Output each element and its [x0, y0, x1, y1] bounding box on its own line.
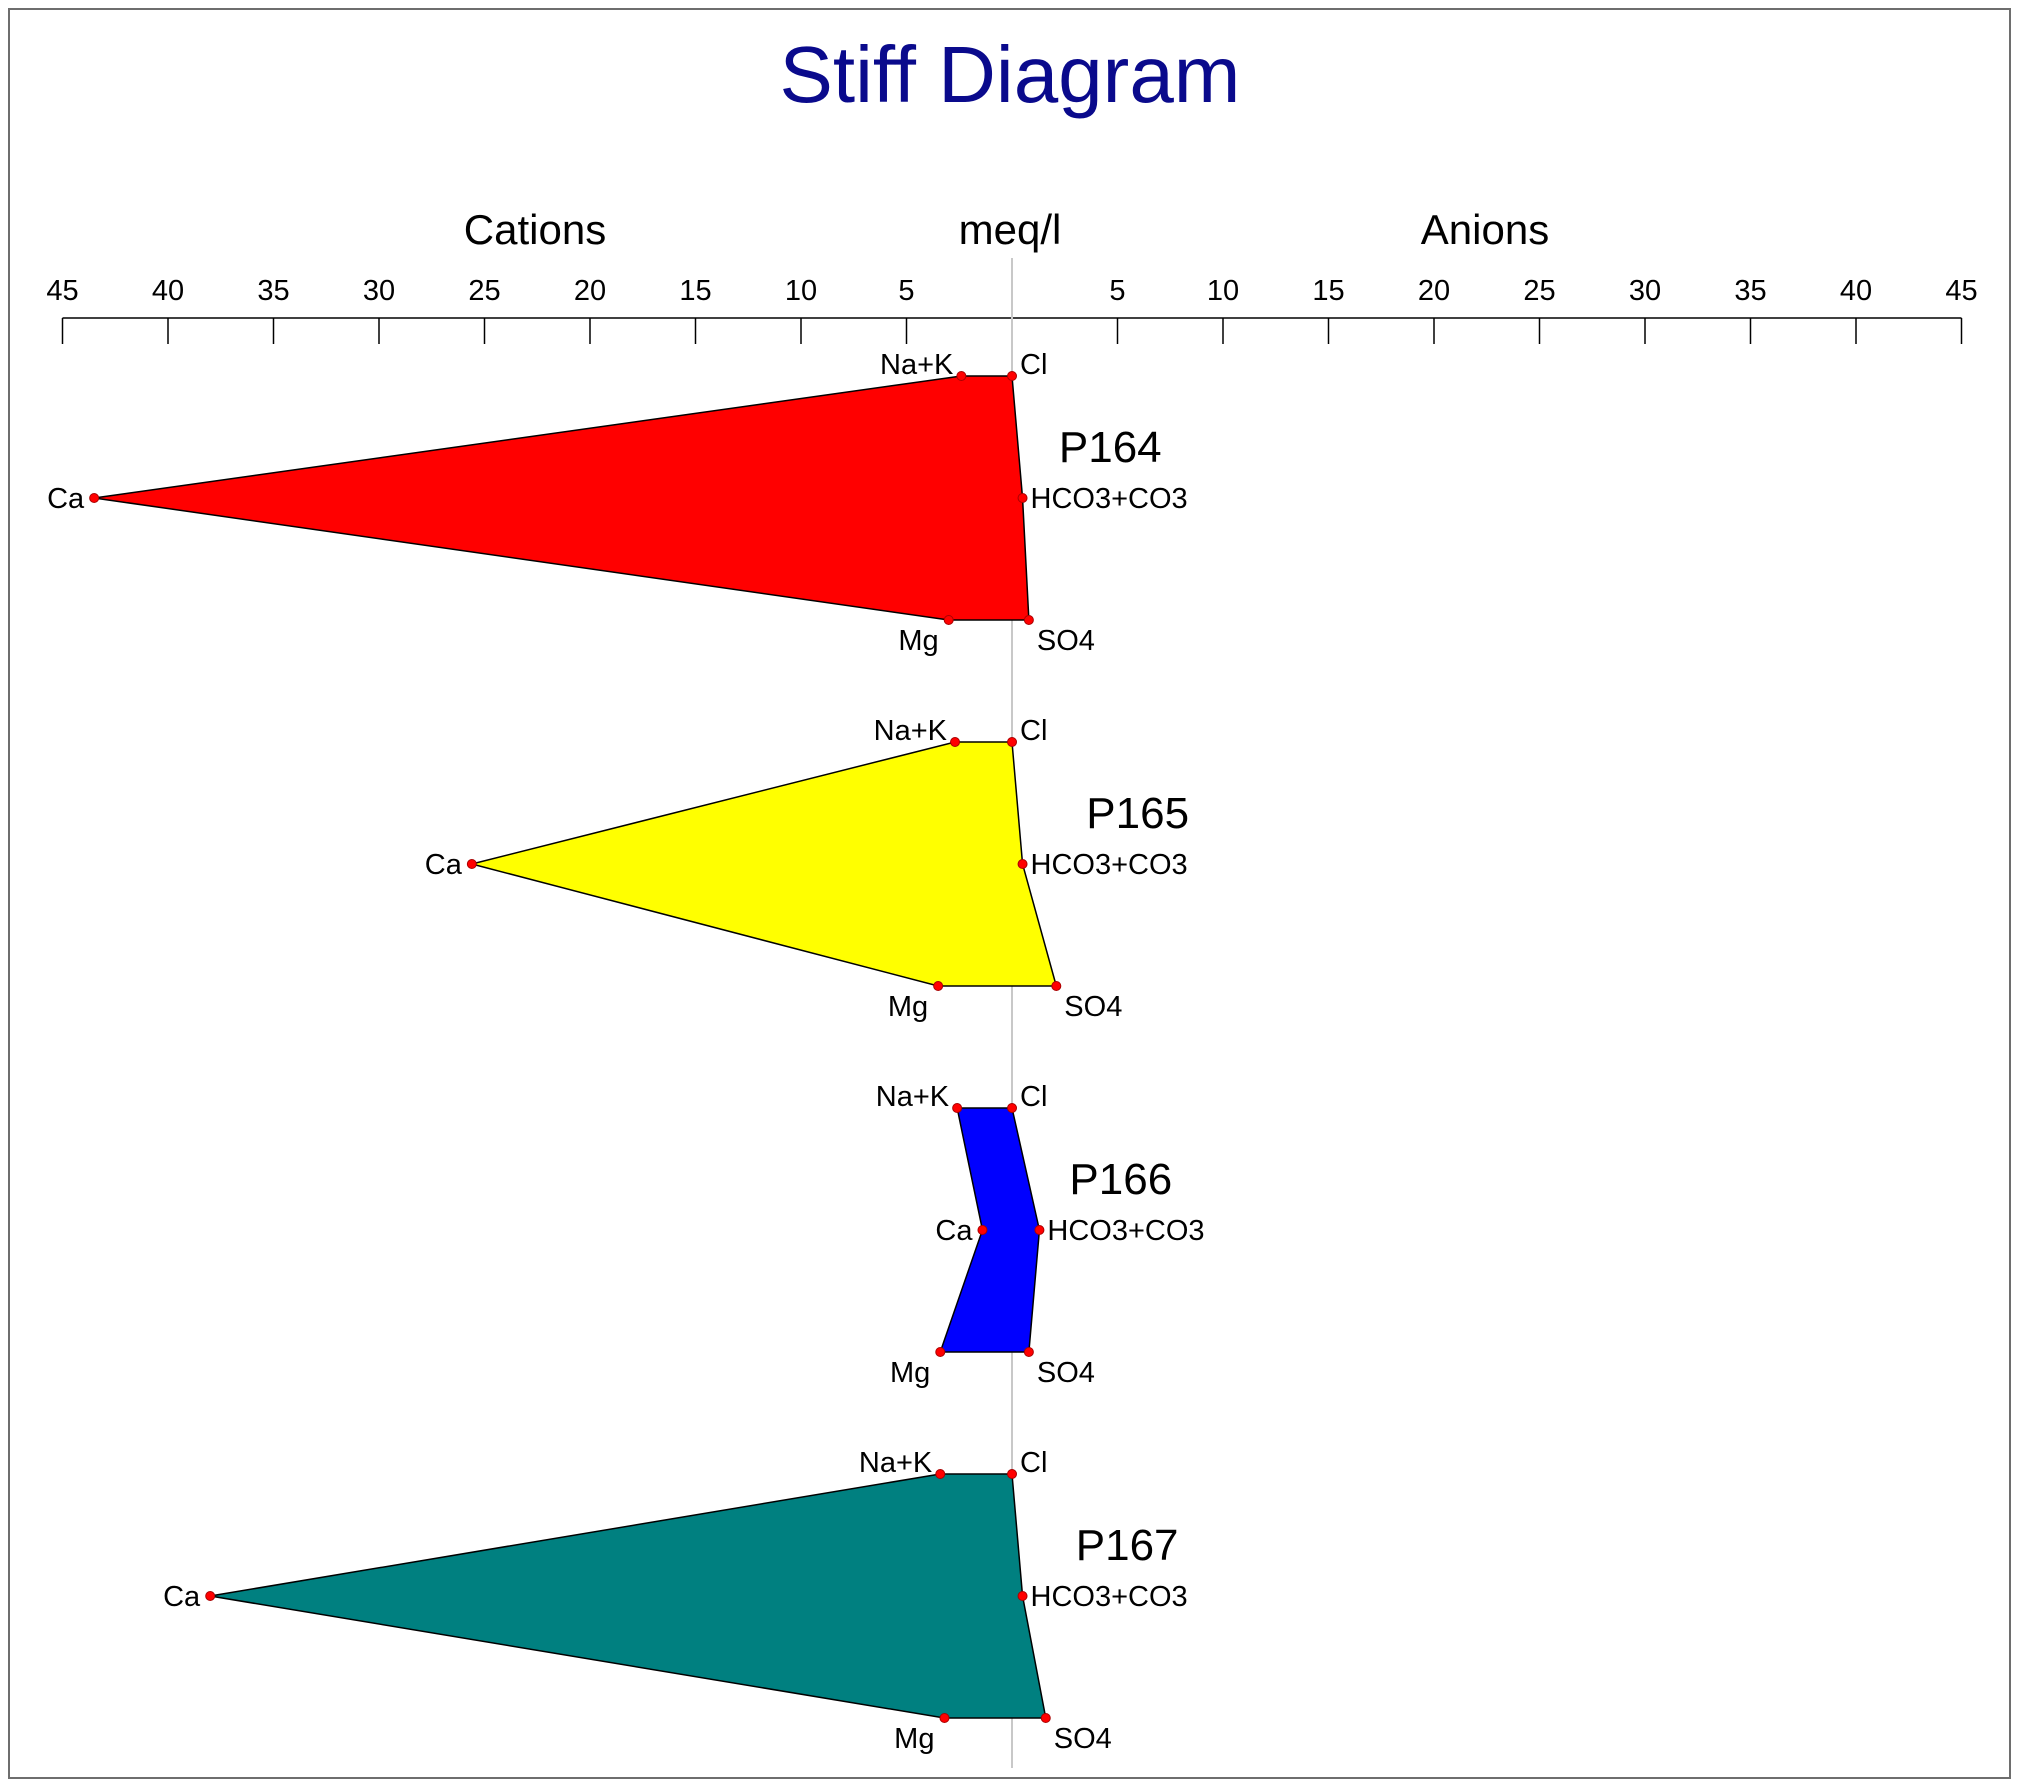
- cation-label: Na+K: [880, 349, 954, 381]
- data-point: [1040, 1713, 1051, 1723]
- sample-name: P164: [1059, 423, 1162, 472]
- cation-label: Ca: [163, 1581, 201, 1613]
- data-point: [956, 371, 967, 381]
- tick-label: 15: [679, 275, 711, 307]
- tick-label: 25: [1523, 275, 1555, 307]
- data-point: [977, 1225, 988, 1235]
- cation-label: Mg: [888, 991, 928, 1023]
- tick-label: 30: [363, 275, 395, 307]
- anion-label: HCO3+CO3: [1031, 1581, 1188, 1613]
- cations-header: Cations: [464, 206, 606, 253]
- data-point: [89, 493, 100, 503]
- stiff-polygons: Na+K Ca Mg Cl HCO3+CO3 SO4 P164 Na+K Ca Mg Cl HCO3+…: [47, 258, 1205, 1768]
- cation-label: Na+K: [859, 1447, 933, 1479]
- anion-label: HCO3+CO3: [1047, 1215, 1204, 1247]
- data-point: [466, 859, 477, 869]
- anion-label: Cl: [1020, 1081, 1047, 1113]
- data-point: [933, 981, 944, 991]
- cation-label: Ca: [935, 1215, 973, 1247]
- tick-label: 15: [1312, 275, 1344, 307]
- cation-label: Ca: [47, 483, 85, 515]
- anion-label: Cl: [1020, 349, 1047, 381]
- tick-label: 40: [152, 275, 184, 307]
- anion-label: SO4: [1064, 991, 1122, 1023]
- anion-label: SO4: [1054, 1723, 1112, 1755]
- anion-label: SO4: [1037, 1357, 1095, 1389]
- cation-label: Na+K: [874, 715, 948, 747]
- anion-label: Cl: [1020, 1447, 1047, 1479]
- data-point: [1007, 1103, 1017, 1113]
- data-point: [1023, 615, 1034, 625]
- cation-label: Mg: [898, 625, 938, 657]
- cation-label: Ca: [425, 849, 463, 881]
- data-point: [935, 1469, 946, 1479]
- data-point: [950, 737, 961, 747]
- data-point: [935, 1347, 946, 1357]
- cation-label: Mg: [894, 1723, 934, 1755]
- data-point: [1051, 981, 1062, 991]
- anion-label: Cl: [1020, 715, 1047, 747]
- data-point: [1017, 1591, 1028, 1601]
- tick-label: 25: [468, 275, 500, 307]
- tick-label: 5: [898, 275, 914, 307]
- data-point: [1007, 1469, 1017, 1479]
- sample-name: P165: [1086, 789, 1189, 838]
- anion-label: SO4: [1037, 625, 1095, 657]
- anions-header: Anions: [1421, 206, 1549, 253]
- tick-label: 35: [1734, 275, 1766, 307]
- tick-label: 5: [1109, 275, 1125, 307]
- units-header: meq/l: [959, 206, 1062, 253]
- data-point: [1017, 493, 1028, 503]
- data-point: [952, 1103, 963, 1113]
- tick-label: 35: [257, 275, 289, 307]
- tick-label: 30: [1629, 275, 1661, 307]
- tick-label: 20: [574, 275, 606, 307]
- x-axis: 45 40 35 30 25 20 15 10 5 5 10 15 20 25 30 35 40 45: [46, 275, 1978, 344]
- sample-name: P166: [1069, 1155, 1172, 1204]
- sample-name: P167: [1076, 1521, 1179, 1570]
- tick-label: 40: [1840, 275, 1872, 307]
- tick-label: 20: [1418, 275, 1450, 307]
- cation-label: Mg: [890, 1357, 930, 1389]
- cation-label: Na+K: [876, 1081, 950, 1113]
- anion-label: HCO3+CO3: [1031, 483, 1188, 515]
- data-point: [1034, 1225, 1045, 1235]
- data-point: [1017, 859, 1028, 869]
- tick-label: 10: [1207, 275, 1239, 307]
- tick-label: 45: [1945, 275, 1977, 307]
- anion-label: HCO3+CO3: [1031, 849, 1188, 881]
- data-point: [1007, 371, 1017, 381]
- data-point: [1007, 737, 1017, 747]
- data-point: [943, 615, 954, 625]
- data-point: [939, 1713, 950, 1723]
- tick-label: 45: [46, 275, 78, 307]
- data-point: [1023, 1347, 1034, 1357]
- data-point: [205, 1591, 216, 1601]
- chart-title: Stiff Diagram: [780, 30, 1241, 119]
- tick-label: 10: [785, 275, 817, 307]
